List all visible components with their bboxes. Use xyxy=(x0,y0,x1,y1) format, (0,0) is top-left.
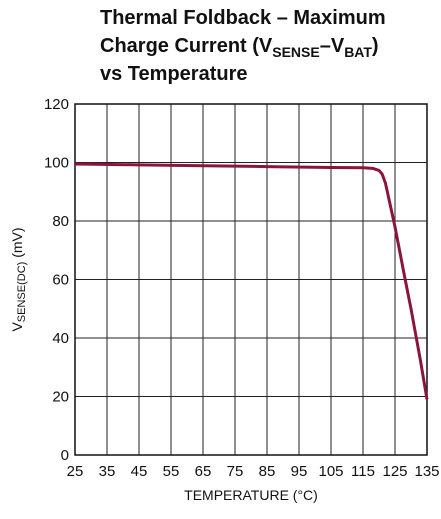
y-tick-label: 0 xyxy=(61,447,69,464)
title-part: ) xyxy=(372,35,379,57)
x-tick-label: 65 xyxy=(195,463,212,480)
y-label-subscript: SENSE(DC) xyxy=(16,262,28,323)
x-tick-label: 25 xyxy=(67,463,84,480)
x-tick-label: 105 xyxy=(318,463,343,480)
y-tick-label: 80 xyxy=(52,213,69,230)
y-tick-label: 100 xyxy=(44,155,69,172)
title-part: –V xyxy=(320,35,345,57)
title-subscript: BAT xyxy=(344,44,372,60)
chart-title: vs Temperature xyxy=(100,63,247,85)
x-tick-label: 115 xyxy=(351,463,375,480)
x-tick-label: 135 xyxy=(414,463,439,480)
x-tick-label: 55 xyxy=(163,463,180,480)
data-line xyxy=(74,162,429,400)
title-subscript: SENSE xyxy=(272,44,319,60)
x-axis-label: TEMPERATURE (°C) xyxy=(184,487,318,503)
x-tick-label: 95 xyxy=(291,463,308,480)
y-label-part: V xyxy=(9,322,25,332)
chart-title: Charge Current (VSENSE–VBAT) xyxy=(100,35,379,60)
y-tick-label: 40 xyxy=(52,330,69,347)
chart-title: Thermal Foldback – Maximum xyxy=(100,7,386,29)
title-part: vs Temperature xyxy=(100,63,247,85)
x-tick-label: 45 xyxy=(131,463,148,480)
y-axis-label: VSENSE(DC) (mV) xyxy=(9,227,28,331)
y-tick-label: 20 xyxy=(52,389,69,406)
x-tick-label: 85 xyxy=(259,463,276,480)
y-tick-label: 120 xyxy=(44,96,69,113)
plot-frame xyxy=(74,103,428,456)
x-tick-label: 75 xyxy=(227,463,244,480)
x-tick-label: 125 xyxy=(382,463,407,480)
x-tick-label: 35 xyxy=(99,463,116,480)
title-part: Thermal Foldback – Maximum xyxy=(100,7,386,29)
title-part: Charge Current (V xyxy=(100,35,273,57)
y-tick-label: 60 xyxy=(52,272,69,289)
y-label-part: (mV) xyxy=(9,227,25,261)
